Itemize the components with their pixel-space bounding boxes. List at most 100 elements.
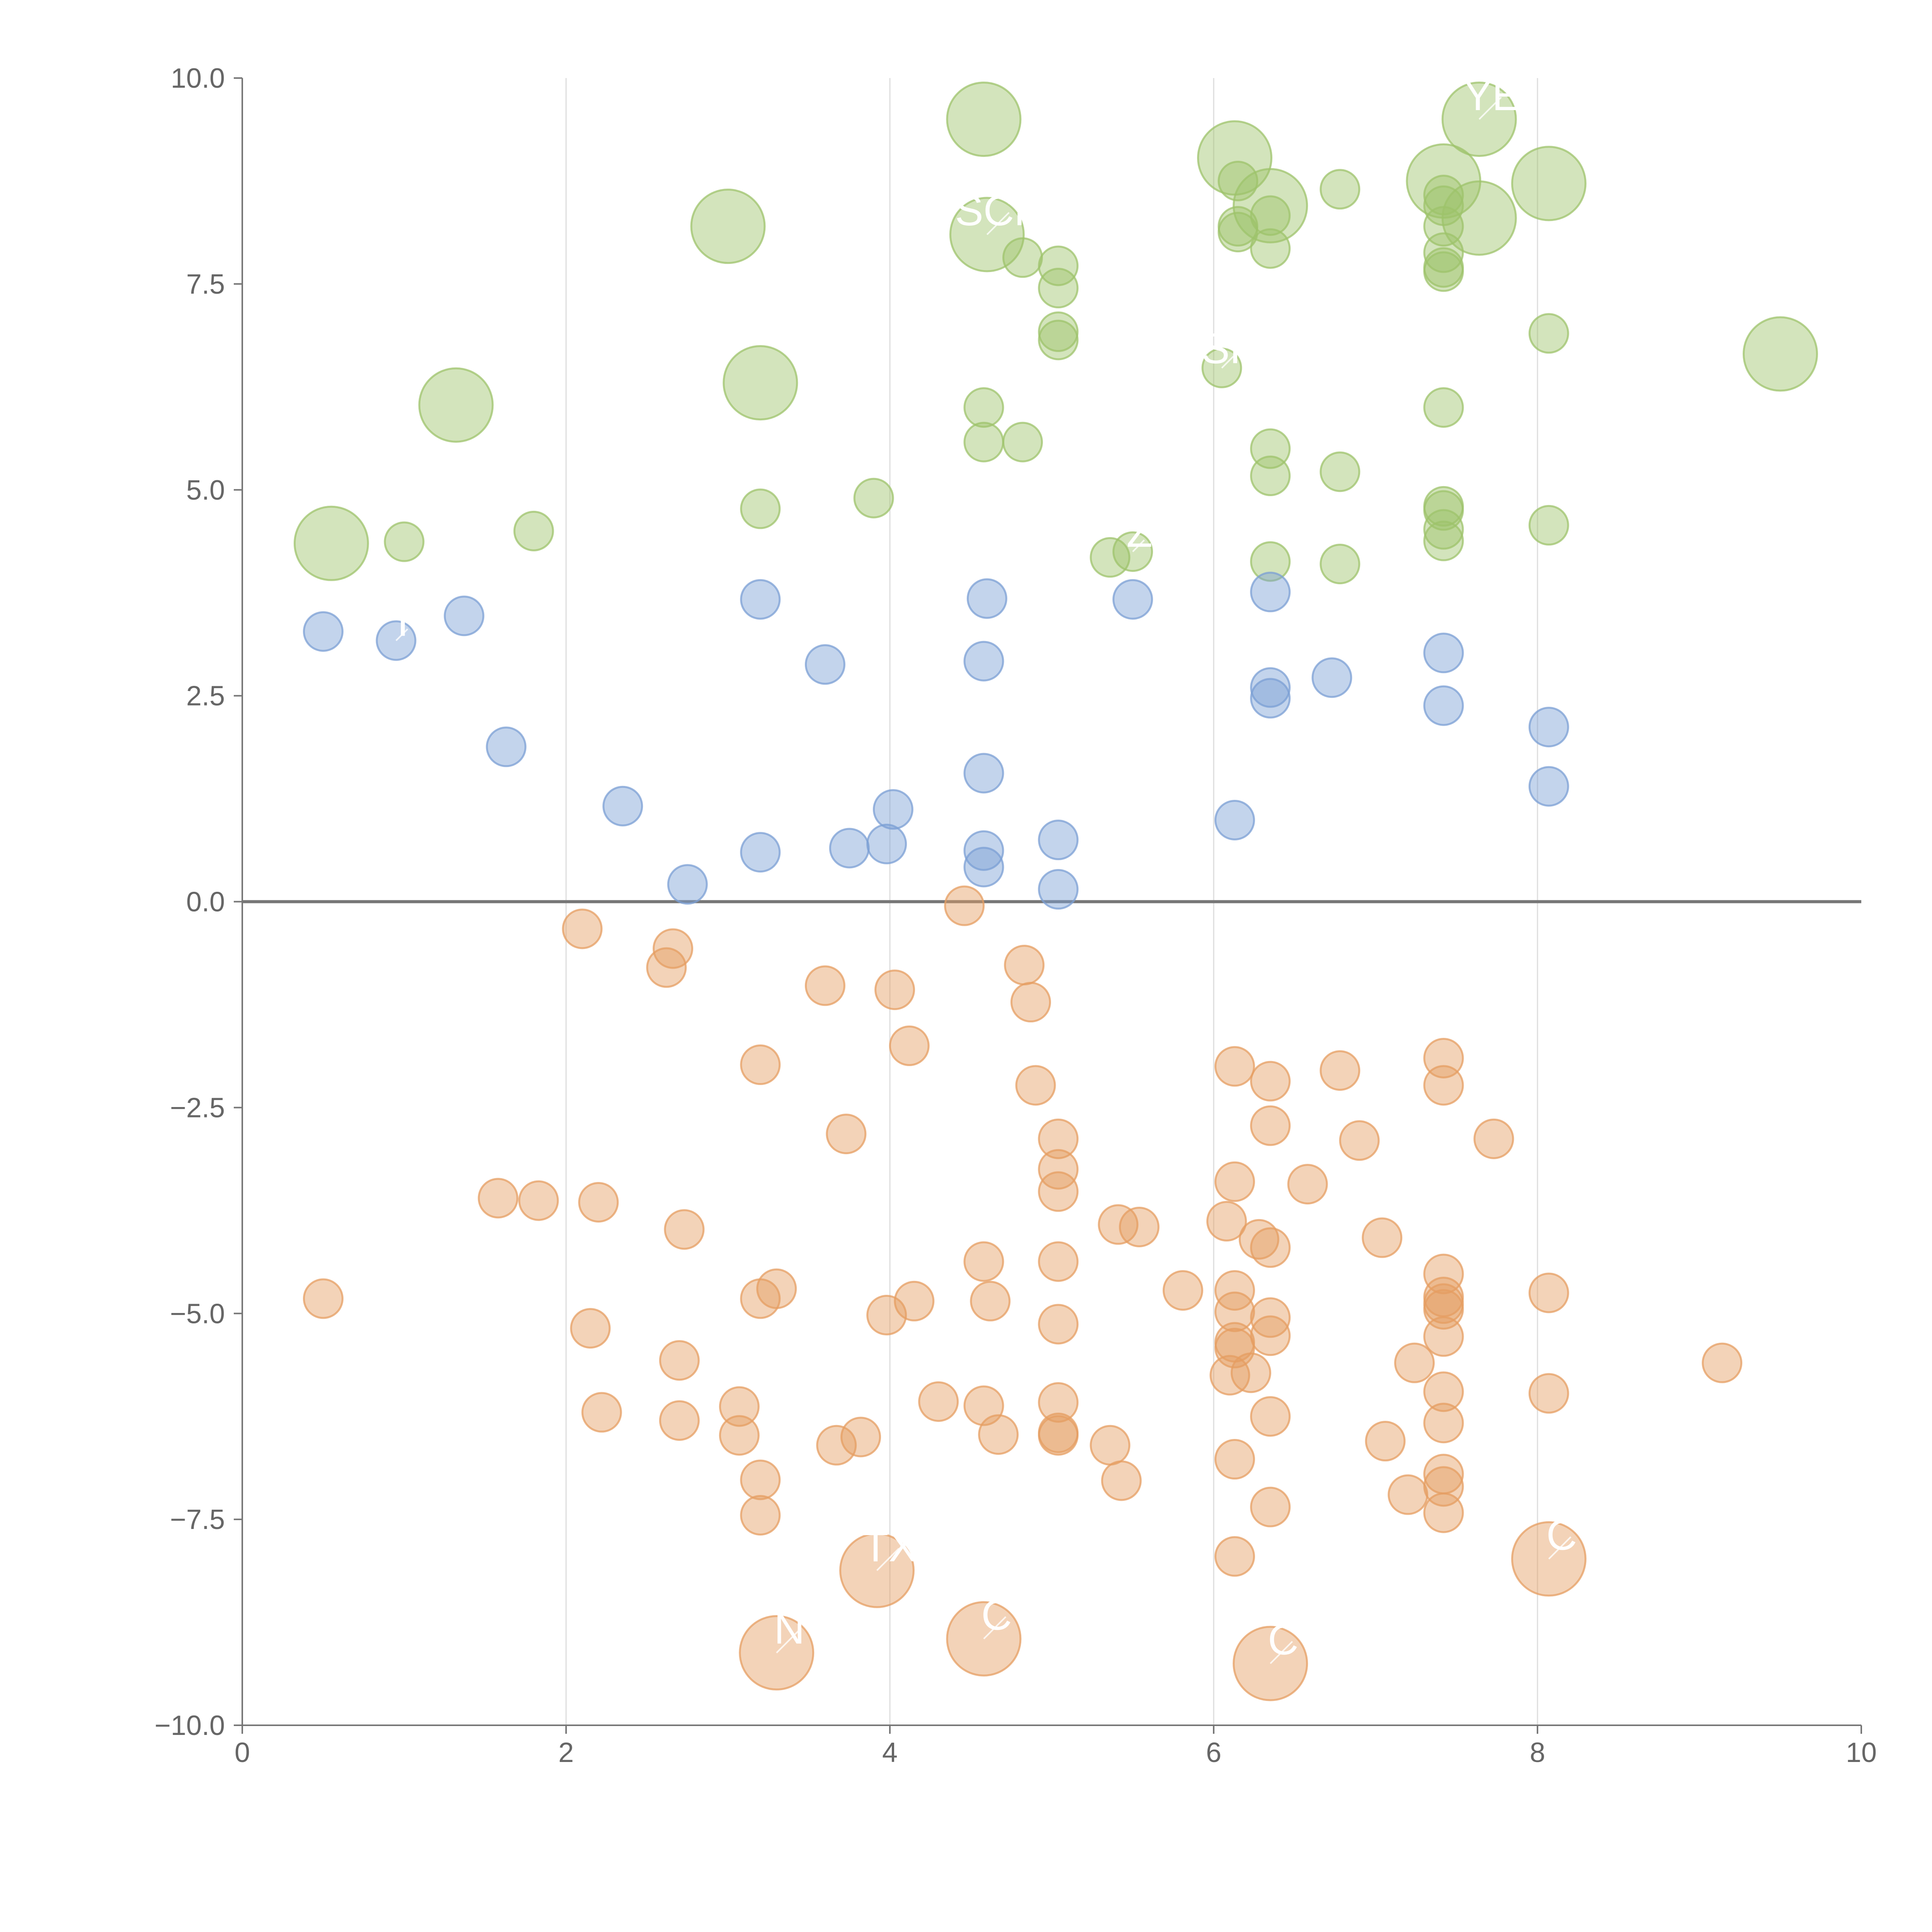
- orange-bubble: [1250, 1061, 1291, 1102]
- bubble-label: N: [774, 1605, 804, 1653]
- green-bubble: [740, 488, 781, 529]
- orange-bubble: [1206, 1201, 1247, 1242]
- blue-bubble: [667, 864, 708, 905]
- orange-bubble: [1214, 1291, 1255, 1332]
- green-bubble: [690, 189, 766, 264]
- orange-bubble: [1365, 1421, 1406, 1462]
- orange-bubble: [1423, 1403, 1464, 1444]
- orange-bubble: [1098, 1204, 1139, 1245]
- label-leader-line: [1548, 1536, 1571, 1560]
- orange-bubble: [826, 1114, 867, 1155]
- blue-bubble: [966, 578, 1007, 619]
- orange-bubble: [944, 885, 985, 926]
- green-bubble: [418, 367, 494, 443]
- green-bubble: [384, 521, 425, 562]
- orange-bubble: [653, 928, 694, 969]
- x-tick-label: 8: [1530, 1737, 1545, 1768]
- bubble-label: SCH: [955, 187, 1045, 235]
- orange-bubble: [1250, 1396, 1291, 1437]
- blue-bubble: [444, 595, 485, 636]
- orange-bubble: [978, 1414, 1019, 1455]
- orange-bubble: [1388, 1474, 1429, 1515]
- orange-bubble: [1423, 1316, 1464, 1357]
- orange-bubble: [874, 969, 915, 1010]
- orange-bubble: [963, 1241, 1004, 1282]
- orange-bubble: [1250, 1105, 1291, 1146]
- green-bubble: [1423, 251, 1464, 292]
- orange-bubble: [1214, 1328, 1255, 1369]
- orange-bubble: [1702, 1342, 1743, 1383]
- orange-bubble: [518, 1180, 559, 1221]
- label-leader-line: [876, 1548, 900, 1571]
- y-tick-label: 5.0: [186, 475, 225, 506]
- orange-bubble: [1214, 1046, 1255, 1087]
- orange-bubble: [1250, 1227, 1291, 1268]
- blue-bubble: [1528, 707, 1569, 748]
- green-bubble: [1038, 268, 1079, 309]
- orange-bubble: [1287, 1164, 1328, 1205]
- orange-bubble: [1015, 1065, 1056, 1106]
- blue-bubble: [866, 823, 907, 864]
- orange-bubble: [816, 1425, 857, 1466]
- orange-bubble: [1339, 1120, 1380, 1161]
- y-tick-label: 0.0: [186, 887, 225, 918]
- bubble-label: C: [1546, 1512, 1577, 1559]
- blue-bubble: [963, 830, 1004, 871]
- bubble-label: SF: [1201, 325, 1256, 372]
- x-tick-label: 0: [235, 1737, 250, 1768]
- green-bubble: [1002, 422, 1043, 463]
- blue-bubble: [872, 789, 913, 830]
- orange-bubble: [1214, 1270, 1255, 1311]
- green-bubble: [1250, 541, 1291, 582]
- orange-bubble: [970, 1281, 1011, 1321]
- orange-bubble: [1038, 1382, 1079, 1423]
- green-bubble: [1002, 237, 1043, 278]
- orange-bubble: [570, 1308, 611, 1349]
- orange-bubble: [1473, 1118, 1514, 1159]
- blue-bubble: [1250, 667, 1291, 708]
- orange-bubble: [1038, 1241, 1079, 1282]
- orange-bubble: [659, 1400, 700, 1441]
- bubble-label: C: [981, 1591, 1012, 1639]
- bubble-labels: SCH Z SF YE I N TX C C C: [395, 72, 1577, 1664]
- orange-bubble: [1162, 1270, 1203, 1311]
- blue-bubble: [1038, 869, 1079, 910]
- bubbles: [293, 82, 1818, 1701]
- orange-bubble: [1423, 1253, 1464, 1294]
- blue-bubble: [1423, 633, 1464, 673]
- orange-bubble: [840, 1417, 881, 1458]
- green-bubble: [1423, 387, 1464, 428]
- orange-bubble: [578, 1182, 619, 1223]
- bubble-label: C: [1268, 1616, 1298, 1663]
- y-tick-label: −2.5: [170, 1092, 225, 1123]
- x-tick-label: 10: [1846, 1737, 1877, 1768]
- blue-bubble: [1250, 678, 1291, 719]
- green-bubble: [1320, 169, 1361, 210]
- orange-bubble: [804, 965, 845, 1006]
- orange-bubble: [1320, 1050, 1361, 1091]
- orange-bubble: [1004, 945, 1045, 986]
- blue-bubble: [1528, 766, 1569, 807]
- orange-bubble: [1214, 1439, 1255, 1480]
- y-tick-label: 7.5: [186, 269, 225, 300]
- label-leader-line: [776, 1630, 799, 1653]
- blue-bubble: [740, 579, 781, 620]
- orange-bubble: [866, 1295, 907, 1336]
- green-bubble: [963, 387, 1004, 428]
- y-tick-label: −5.0: [170, 1298, 225, 1329]
- green-bubble: [1320, 451, 1361, 492]
- orange-bubble: [1038, 1415, 1079, 1456]
- green-bubble: [1423, 520, 1464, 561]
- green-bubble: [1218, 212, 1259, 253]
- y-tick-label: 2.5: [186, 681, 225, 712]
- blue-bubble: [1038, 820, 1079, 861]
- orange-bubble: [740, 1044, 781, 1085]
- x-tick-label: 6: [1206, 1737, 1221, 1768]
- orange-bubble: [740, 1459, 781, 1500]
- orange-bubble: [1230, 1352, 1271, 1393]
- orange-bubble: [1250, 1297, 1291, 1338]
- orange-bubble: [719, 1415, 760, 1456]
- y-tick-label: 10.0: [171, 63, 225, 94]
- orange-bubble: [659, 1340, 700, 1381]
